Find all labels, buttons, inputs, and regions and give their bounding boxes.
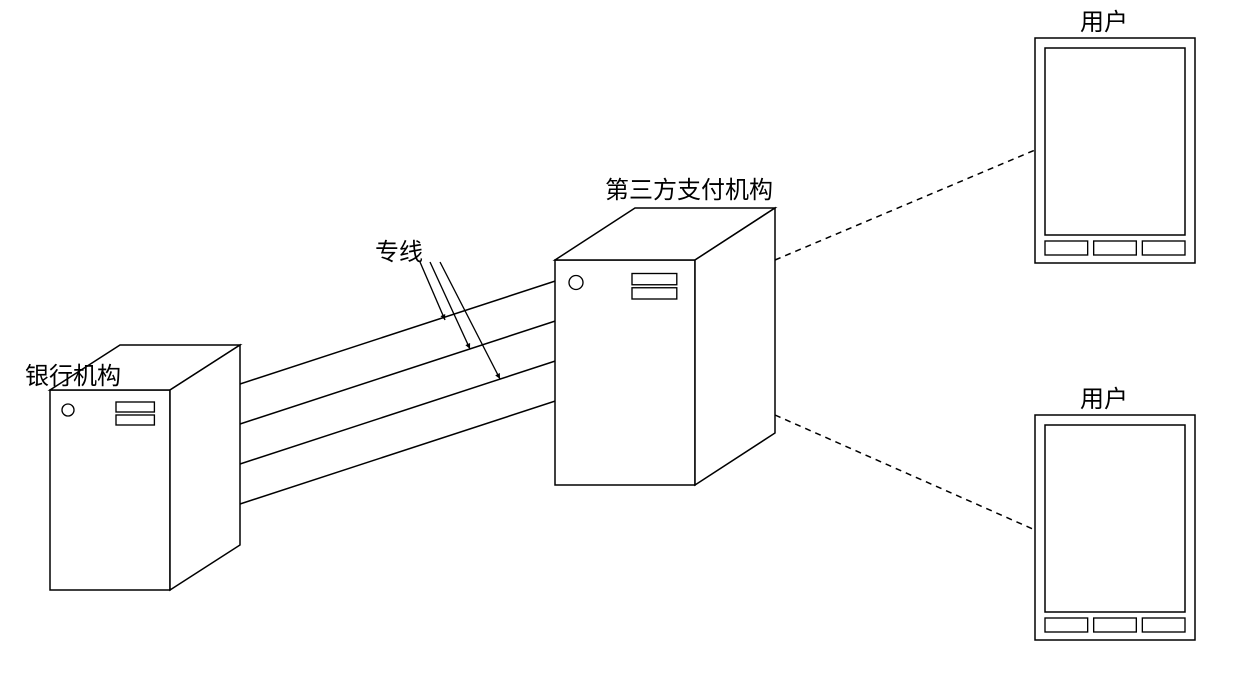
label-dedicated-line: 专线 [375,232,423,267]
label-bank: 银行机构 [25,356,121,391]
label-third-party: 第三方支付机构 [605,170,773,205]
label-user-top: 用户 [1080,2,1128,37]
user-link-0 [775,150,1035,260]
network-diagram [0,0,1240,680]
phone-bottom-screen [1045,425,1185,612]
phone-top-screen [1045,48,1185,235]
user-link-1 [775,415,1035,530]
label-user-bottom: 用户 [1080,379,1128,414]
third-party-server-front [555,260,695,485]
bank-server-front [50,390,170,590]
